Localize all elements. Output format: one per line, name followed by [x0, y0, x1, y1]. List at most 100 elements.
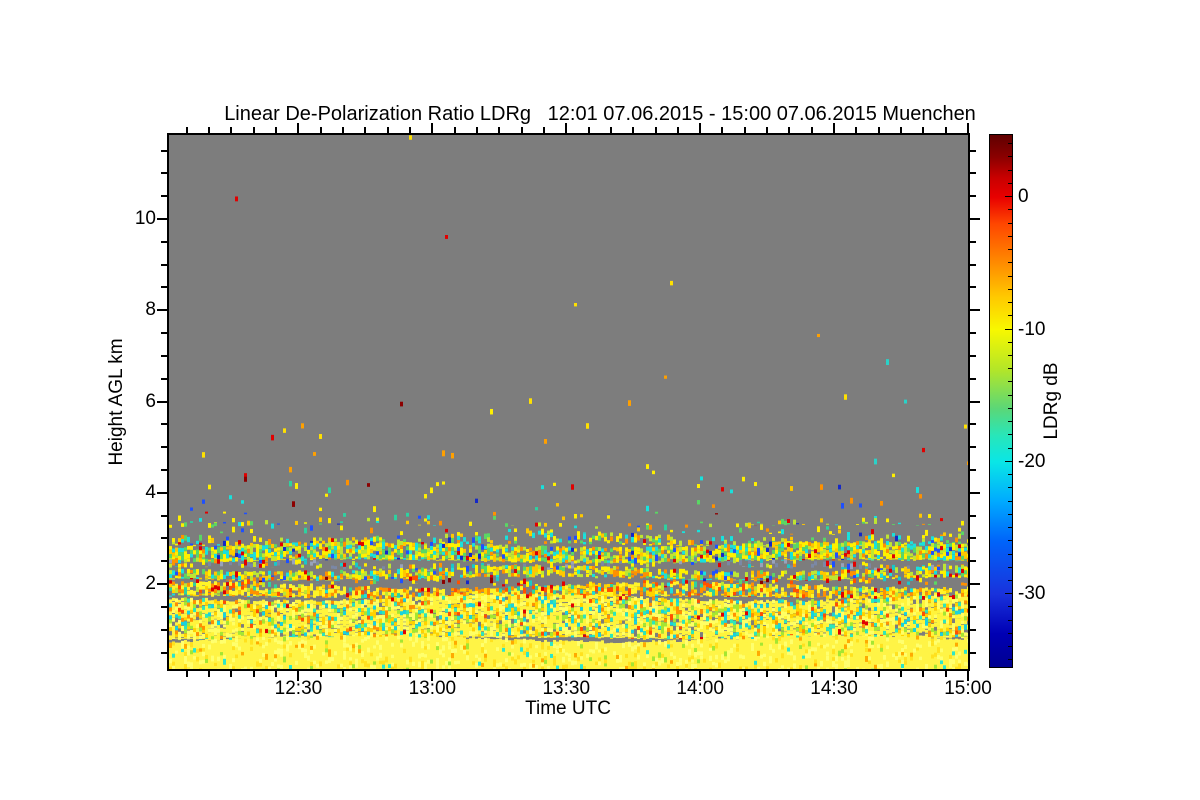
x-major-tick — [431, 671, 434, 681]
x-axis-label: Time UTC — [525, 698, 611, 719]
y-minor-tick-right — [970, 628, 976, 631]
x-minor-tick — [275, 671, 278, 677]
colorbar-minor-tick — [1008, 355, 1012, 356]
x-minor-tick — [208, 671, 211, 677]
x-tick-label: 13:00 — [408, 678, 457, 699]
colorbar-minor-tick — [1008, 315, 1012, 317]
x-minor-tick — [252, 671, 255, 677]
x-minor-tick-top — [632, 127, 635, 133]
x-minor-tick — [721, 671, 724, 677]
y-minor-tick — [161, 286, 167, 289]
x-minor-tick — [542, 671, 545, 677]
y-minor-tick — [161, 332, 167, 335]
x-minor-tick-top — [587, 127, 590, 133]
x-major-tick — [833, 671, 836, 681]
x-tick-label: 15:00 — [944, 678, 992, 699]
y-minor-tick-right — [970, 286, 976, 289]
y-major-tick — [157, 400, 167, 403]
chart-title: Linear De-Polarization Ratio LDRg 12:01 … — [224, 103, 976, 125]
x-minor-tick — [676, 671, 679, 677]
x-tick-label: 13:30 — [542, 678, 591, 699]
colorbar-minor-tick — [1008, 407, 1012, 409]
colorbar-minor-tick — [1008, 646, 1012, 648]
colorbar-minor-tick — [1008, 209, 1012, 211]
y-minor-tick — [161, 263, 167, 266]
y-minor-tick — [161, 514, 167, 517]
x-minor-tick — [654, 671, 657, 677]
x-minor-tick — [475, 671, 478, 677]
x-minor-tick-top — [364, 127, 367, 133]
y-minor-tick-right — [970, 149, 976, 152]
y-minor-tick — [161, 537, 167, 540]
y-major-tick-right — [970, 400, 980, 403]
y-major-tick-right — [970, 217, 980, 220]
x-minor-tick-top — [275, 127, 278, 133]
x-tick-label: 14:30 — [810, 678, 858, 699]
x-minor-tick — [520, 671, 523, 677]
y-minor-tick-right — [970, 263, 976, 266]
y-minor-tick — [161, 240, 167, 243]
y-minor-tick — [161, 354, 167, 357]
x-minor-tick — [364, 671, 367, 677]
y-major-tick-right — [970, 309, 980, 312]
x-minor-tick — [810, 671, 813, 677]
x-minor-tick-top — [475, 127, 478, 133]
x-minor-tick-top — [788, 127, 791, 133]
y-minor-tick — [161, 469, 167, 471]
colorbar-major-tick — [1005, 328, 1012, 330]
x-major-tick-top — [833, 123, 836, 133]
y-major-tick — [157, 309, 167, 312]
x-minor-tick-top — [520, 127, 523, 133]
x-minor-tick-top — [252, 127, 255, 133]
x-minor-tick-top — [810, 127, 813, 133]
x-minor-tick — [342, 671, 345, 677]
x-major-tick — [699, 671, 702, 681]
x-major-tick — [297, 671, 300, 681]
colorbar-minor-tick — [1008, 553, 1012, 555]
colorbar-minor-tick — [1008, 421, 1012, 423]
colorbar-minor-tick — [1008, 606, 1012, 608]
x-major-tick-top — [431, 123, 434, 133]
y-minor-tick — [161, 651, 167, 654]
colorbar-gradient — [990, 135, 1012, 667]
y-minor-tick — [161, 446, 167, 449]
colorbar-minor-tick — [1008, 249, 1012, 251]
x-major-tick-top — [297, 123, 300, 133]
x-minor-tick-top — [766, 127, 769, 133]
y-minor-tick-right — [970, 240, 976, 243]
y-minor-tick — [161, 423, 167, 426]
x-minor-tick-top — [721, 127, 724, 133]
colorbar-minor-tick — [1008, 500, 1012, 502]
x-minor-tick-top — [900, 127, 903, 133]
x-minor-tick-top — [676, 127, 679, 133]
y-major-tick — [157, 491, 167, 494]
x-major-tick-top — [967, 123, 969, 133]
y-minor-tick-right — [970, 172, 976, 175]
y-major-tick-right — [970, 491, 980, 494]
x-minor-tick — [877, 671, 880, 677]
colorbar-minor-tick — [1008, 302, 1012, 304]
y-tick-label: 6 — [145, 390, 156, 412]
y-minor-tick-right — [970, 651, 976, 654]
y-minor-tick — [161, 377, 167, 380]
y-tick-label: 10 — [134, 207, 156, 229]
y-minor-tick-right — [970, 377, 976, 380]
colorbar-minor-tick — [1008, 632, 1012, 634]
colorbar-tick-label: -30 — [1018, 583, 1046, 605]
y-minor-tick — [161, 172, 167, 175]
x-tick-label: 14:00 — [676, 678, 724, 699]
heatmap-canvas — [169, 135, 968, 669]
x-tick-label: 12:30 — [274, 678, 323, 699]
colorbar-minor-tick — [1008, 487, 1012, 489]
colorbar-minor-tick — [1008, 540, 1012, 542]
colorbar-minor-tick — [1008, 447, 1012, 449]
x-minor-tick — [409, 671, 412, 677]
y-minor-tick-right — [970, 560, 976, 563]
colorbar-tick-label: -10 — [1018, 318, 1046, 340]
x-minor-tick — [230, 671, 233, 677]
x-minor-tick — [944, 671, 947, 677]
colorbar-label: LDRg dB — [1041, 362, 1062, 440]
y-minor-tick-right — [970, 605, 976, 608]
y-minor-tick-right — [970, 469, 976, 471]
y-minor-tick — [161, 560, 167, 563]
